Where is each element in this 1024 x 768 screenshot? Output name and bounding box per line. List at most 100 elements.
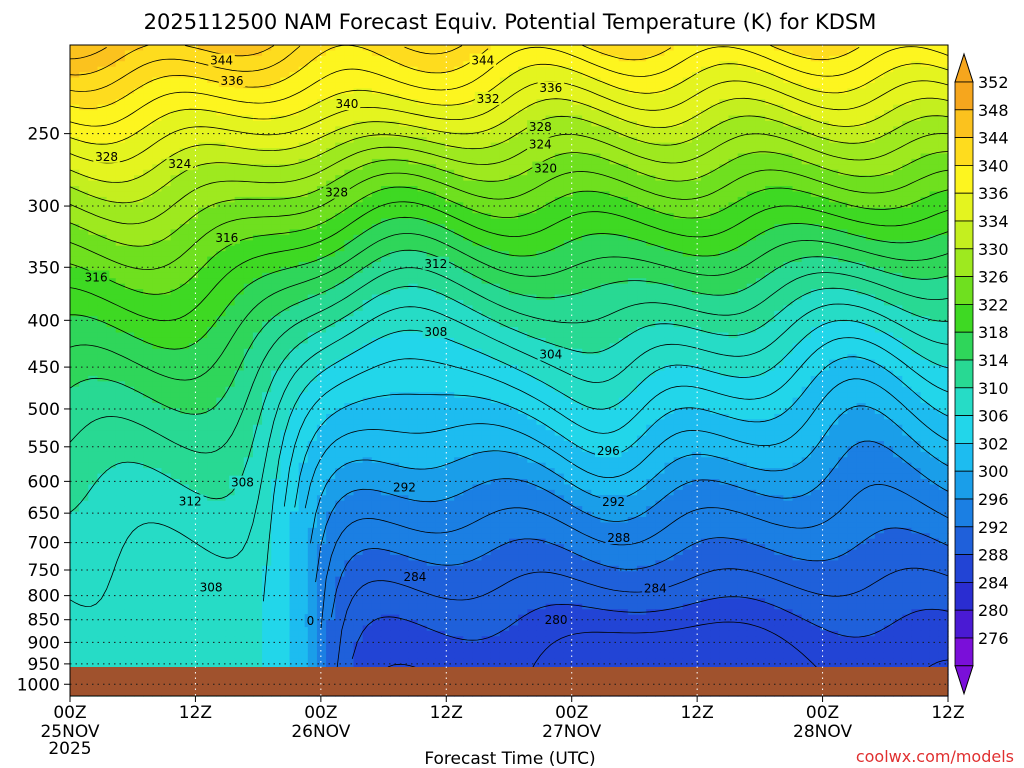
- field-cell: [124, 316, 135, 323]
- field-cell: [536, 321, 547, 328]
- field-cell: [207, 104, 217, 111]
- field-cell: [646, 66, 656, 73]
- field-cell: [252, 93, 263, 100]
- field-cell: [509, 283, 519, 290]
- field-cell: [271, 180, 281, 187]
- field-cell: [755, 126, 766, 133]
- field-cell: [225, 137, 236, 144]
- field-cell: [655, 55, 666, 62]
- field-cell: [326, 104, 336, 111]
- field-cell: [673, 61, 684, 68]
- field-cell: [664, 99, 675, 106]
- field-cell: [124, 262, 135, 269]
- field-cell: [481, 148, 492, 155]
- field-cell: [865, 66, 876, 73]
- field-cell: [609, 267, 620, 274]
- field-cell: [316, 148, 327, 155]
- field-cell: [463, 278, 474, 285]
- field-cell: [719, 137, 730, 144]
- field-cell: [902, 164, 913, 171]
- field-cell: [673, 104, 684, 111]
- field-cell: [408, 245, 419, 252]
- field-cell: [70, 283, 80, 290]
- field-cell: [444, 224, 455, 231]
- field-cell: [216, 202, 227, 209]
- field-cell: [243, 93, 254, 100]
- field-cell: [618, 294, 629, 301]
- field-cell: [143, 278, 153, 285]
- field-cell: [646, 137, 656, 144]
- field-cell: [161, 213, 172, 220]
- field-cell: [188, 99, 199, 106]
- field-cell: [262, 224, 272, 231]
- field-cell: [509, 278, 519, 285]
- field-cell: [554, 289, 565, 296]
- field-cell: [838, 66, 848, 73]
- field-cell: [938, 191, 949, 198]
- field-cell: [454, 262, 464, 269]
- field-cell: [79, 131, 89, 138]
- field-cell: [444, 137, 455, 144]
- field-cell: [97, 191, 108, 198]
- field-cell: [262, 229, 272, 236]
- field-cell: [691, 88, 702, 95]
- field-cell: [344, 158, 355, 165]
- field-cell: [646, 186, 656, 193]
- field-cell: [289, 88, 300, 95]
- field-cell: [518, 224, 528, 231]
- field-cell: [536, 224, 547, 231]
- field-cell: [938, 169, 949, 176]
- field-cell: [691, 321, 702, 328]
- field-cell: [271, 169, 281, 176]
- field-cell: [143, 289, 153, 296]
- field-cell: [481, 202, 492, 209]
- field-cell: [938, 202, 949, 209]
- field-cell: [335, 234, 345, 241]
- field-cell: [134, 272, 144, 279]
- field-cell: [627, 191, 638, 198]
- field-cell: [490, 196, 501, 203]
- field-cell: [70, 115, 80, 122]
- field-cell: [829, 224, 839, 231]
- field-cell: [316, 256, 327, 263]
- field-cell: [783, 305, 794, 312]
- field-cell: [225, 305, 236, 312]
- field-cell: [755, 251, 766, 258]
- field-cell: [545, 289, 556, 296]
- field-cell: [792, 283, 803, 290]
- field-cell: [527, 251, 538, 258]
- field-cell: [481, 158, 492, 165]
- field-cell: [582, 82, 592, 89]
- field-cell: [655, 120, 666, 127]
- field-cell: [701, 77, 711, 84]
- field-cell: [170, 55, 181, 62]
- field-cell: [673, 72, 684, 79]
- field-cell: [371, 77, 382, 84]
- field-cell: [691, 99, 702, 106]
- field-cell: [444, 158, 455, 165]
- field-cell: [152, 218, 163, 225]
- field-cell: [216, 66, 227, 73]
- field-cell: [298, 126, 309, 133]
- field-cell: [362, 207, 373, 214]
- field-cell: [627, 229, 638, 236]
- field-cell: [408, 251, 419, 258]
- field-cell: [728, 234, 739, 241]
- field-cell: [527, 115, 538, 122]
- field-cell: [710, 131, 720, 138]
- field-cell: [792, 245, 803, 252]
- field-cell: [179, 175, 190, 182]
- field-cell: [911, 99, 922, 106]
- field-cell: [573, 50, 583, 57]
- field-cell: [262, 88, 272, 95]
- field-cell: [252, 316, 263, 323]
- field-cell: [444, 278, 455, 285]
- field-cell: [582, 305, 592, 312]
- field-cell: [829, 72, 839, 79]
- field-cell: [646, 191, 656, 198]
- field-cell: [874, 99, 885, 106]
- field-cell: [920, 186, 931, 193]
- field-cell: [161, 99, 172, 106]
- field-cell: [362, 234, 373, 241]
- field-cell: [609, 180, 620, 187]
